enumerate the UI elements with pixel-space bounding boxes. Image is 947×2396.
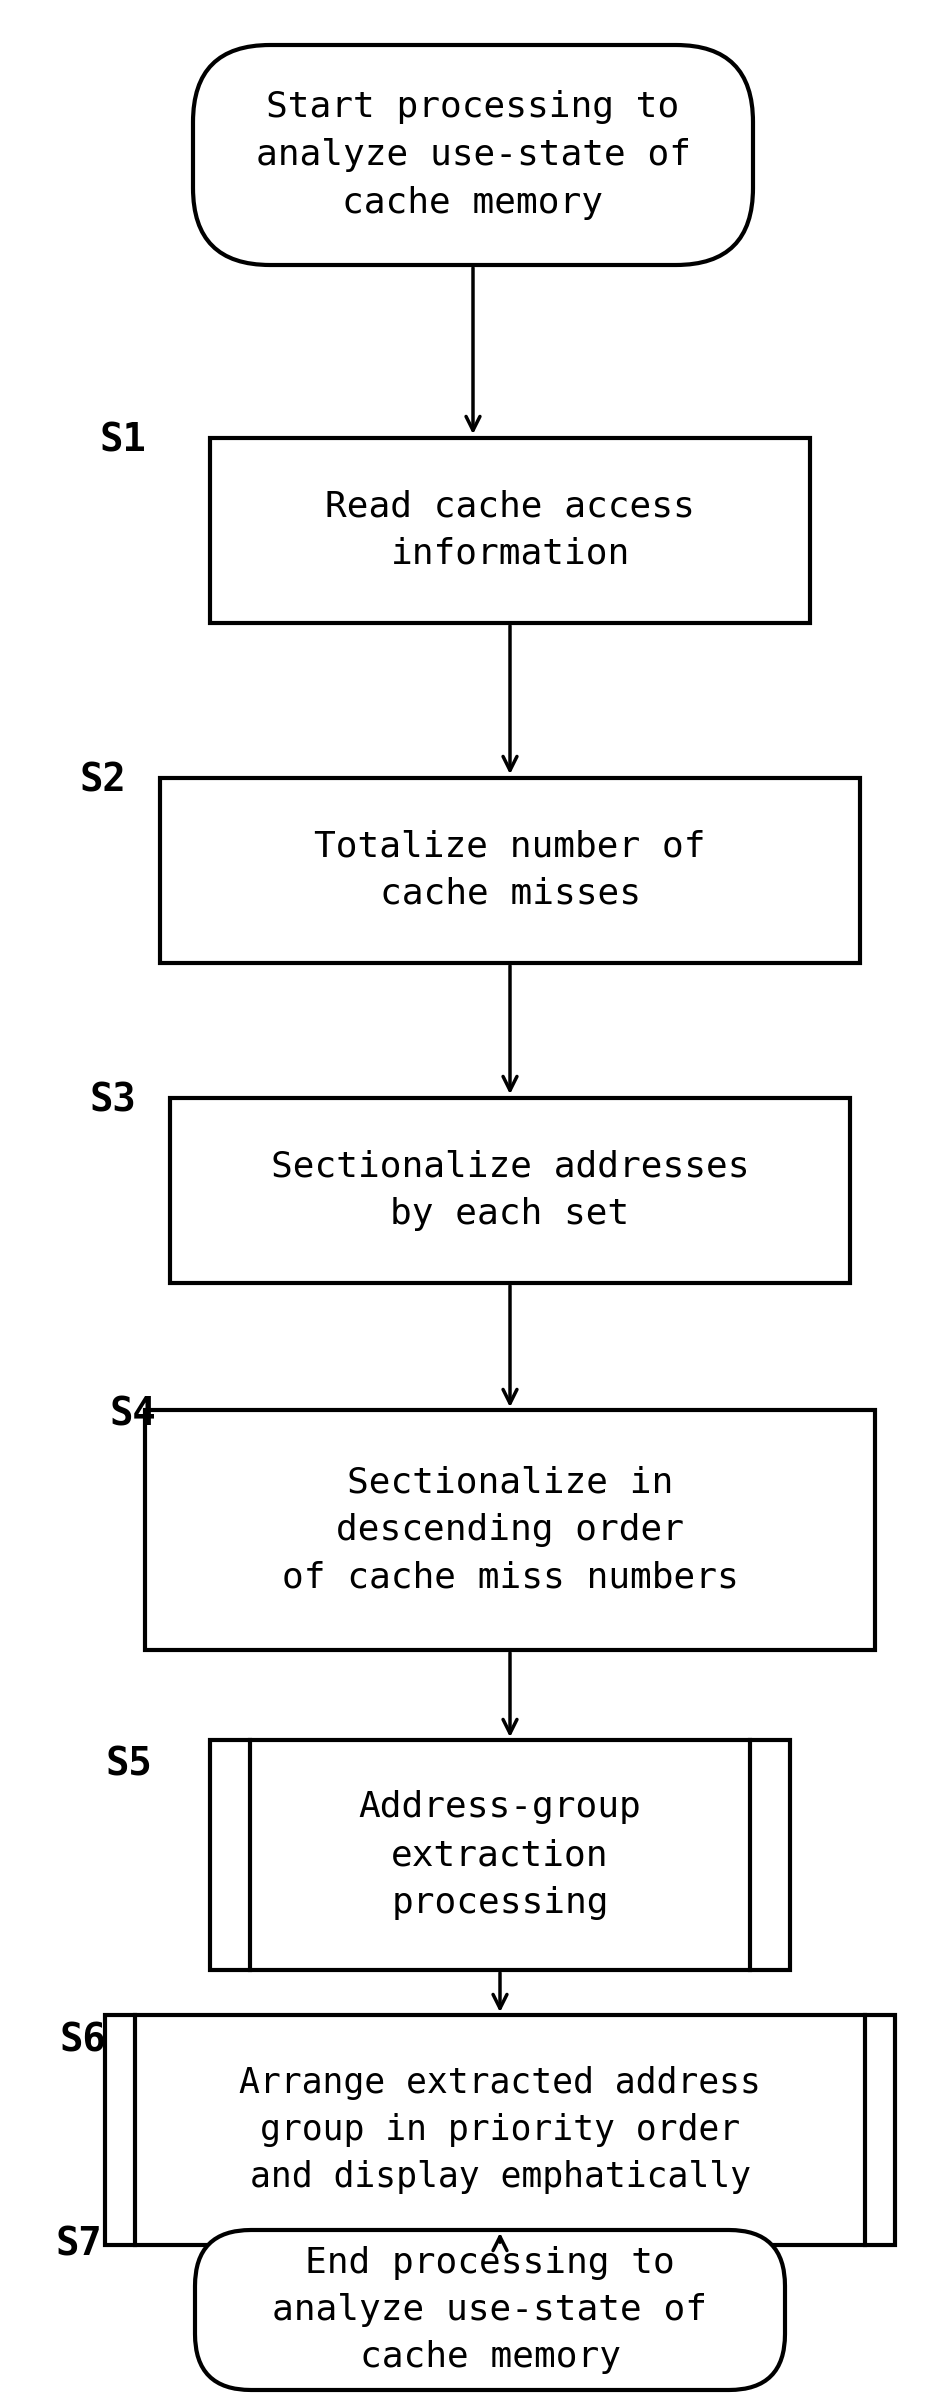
Bar (210, 1739, 790, 1970)
FancyBboxPatch shape (193, 46, 753, 266)
Text: Sectionalize in
descending order
of cache miss numbers: Sectionalize in descending order of cach… (281, 1466, 739, 1593)
Text: Read cache access
information: Read cache access information (325, 489, 695, 570)
Bar (210, 438, 810, 623)
Text: S4: S4 (110, 1397, 157, 1433)
Text: S1: S1 (100, 422, 147, 460)
Text: S7: S7 (55, 2226, 101, 2264)
Bar (160, 776, 860, 963)
Text: S6: S6 (60, 2020, 107, 2058)
Bar (170, 1097, 850, 1282)
Text: Address-group
extraction
processing: Address-group extraction processing (359, 1790, 641, 1919)
Bar (145, 1409, 875, 1651)
FancyBboxPatch shape (195, 2231, 785, 2389)
Text: End processing to
analyze use-state of
cache memory: End processing to analyze use-state of c… (273, 2245, 707, 2374)
Text: Start processing to
analyze use-state of
cache memory: Start processing to analyze use-state of… (256, 91, 690, 220)
Text: Totalize number of
cache misses: Totalize number of cache misses (314, 829, 706, 910)
Text: S5: S5 (105, 1747, 152, 1785)
Text: Sectionalize addresses
by each set: Sectionalize addresses by each set (271, 1150, 749, 1232)
Text: Arrange extracted address
group in priority order
and display emphatically: Arrange extracted address group in prior… (239, 2065, 761, 2195)
Bar (105, 2015, 895, 2245)
Text: S3: S3 (90, 1081, 136, 1119)
Text: S2: S2 (80, 762, 127, 798)
